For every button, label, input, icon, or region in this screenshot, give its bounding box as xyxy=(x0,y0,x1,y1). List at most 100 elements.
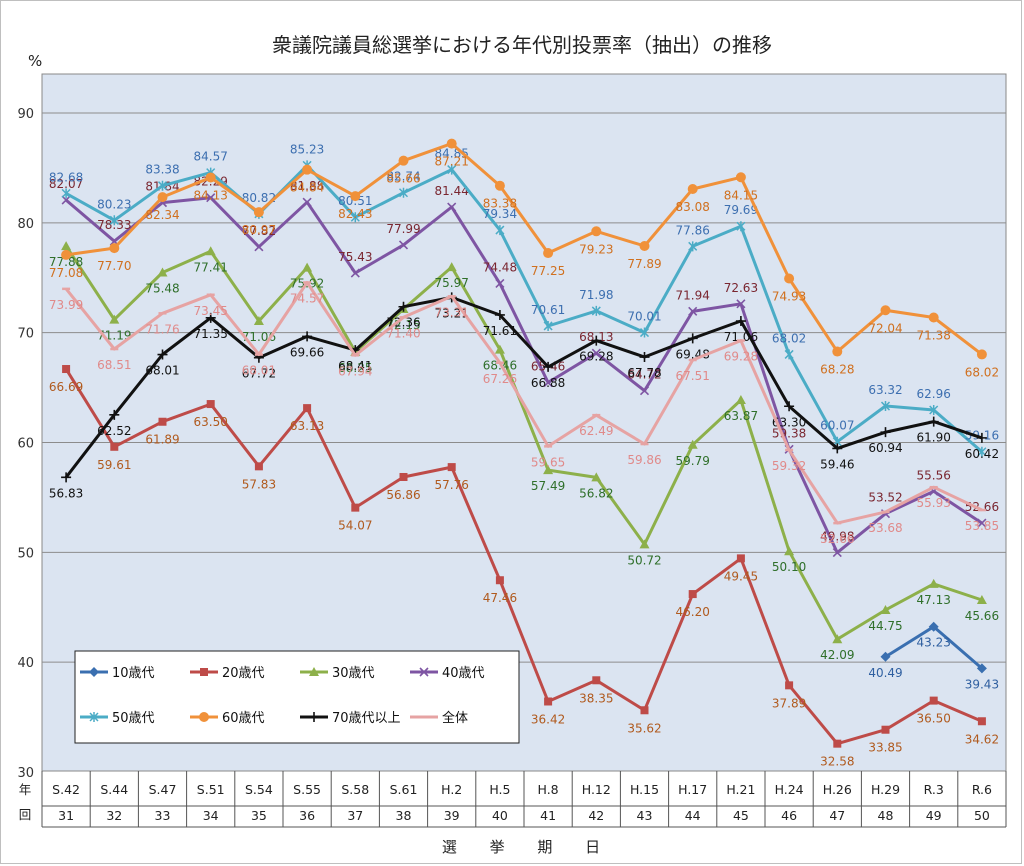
data-label: 77.99 xyxy=(386,222,420,236)
data-point xyxy=(157,192,168,203)
y-tick-label: 70 xyxy=(17,327,34,342)
y-tick-label: 90 xyxy=(17,107,34,122)
data-point xyxy=(639,327,650,338)
data-point xyxy=(62,365,71,374)
data-label: 56.86 xyxy=(386,488,420,502)
x-tick-label: S.55 xyxy=(293,782,321,797)
data-point xyxy=(398,155,409,166)
data-point xyxy=(205,246,216,256)
data-label: 55.56 xyxy=(917,468,951,482)
legend-label: 20歳代 xyxy=(222,666,265,681)
data-label: 67.72 xyxy=(242,367,276,381)
data-point xyxy=(157,267,168,277)
data-point xyxy=(302,331,313,342)
data-point xyxy=(350,268,360,278)
data-label: 66.88 xyxy=(531,376,565,390)
series-全体: 73.99 68.51 71.76 73.45 68.01 74.57 67.94 71.40… xyxy=(49,281,999,546)
data-label: 32.58 xyxy=(820,755,854,769)
data-label: 82.68 xyxy=(49,170,83,184)
x-tick-label: R.6 xyxy=(972,782,992,797)
series-30歳代: 77.8871.1975.4877.4171.0675.9268.2572.15… xyxy=(49,241,999,662)
data-label: 75.97 xyxy=(435,276,469,290)
data-label: 47.13 xyxy=(917,593,951,607)
data-point xyxy=(495,225,505,236)
data-label: 71.98 xyxy=(579,288,613,302)
data-label: 72.63 xyxy=(724,281,758,295)
data-label: 60.94 xyxy=(868,441,902,455)
legend-item: 70歳代以上 xyxy=(300,711,401,726)
data-label: 63.50 xyxy=(194,415,228,429)
data-point xyxy=(976,349,987,360)
x-tick-label: H.2 xyxy=(441,782,462,797)
data-point xyxy=(157,349,168,360)
data-label: 84.13 xyxy=(194,188,228,202)
data-point xyxy=(928,312,939,323)
data-label: 71.61 xyxy=(483,324,517,338)
data-label: 82.07 xyxy=(49,177,83,191)
data-label: 77.89 xyxy=(627,257,661,271)
data-label: 72.15 xyxy=(386,318,420,332)
round-label: 39 xyxy=(444,808,460,823)
data-label: 80.82 xyxy=(242,191,276,205)
legend-item: 60歳代 xyxy=(190,711,265,726)
x-tick-label: S.42 xyxy=(52,782,80,797)
round-label: 33 xyxy=(155,808,171,823)
data-label: 49.98 xyxy=(820,530,854,544)
data-point xyxy=(591,348,601,358)
data-point xyxy=(494,344,505,354)
data-label: 52.66 xyxy=(965,500,999,514)
data-label: 57.76 xyxy=(435,478,469,492)
data-point xyxy=(206,400,215,409)
data-label: 69.66 xyxy=(290,345,324,359)
legend-swatch-marker xyxy=(89,667,99,677)
data-point xyxy=(736,221,746,232)
data-label: 56.82 xyxy=(579,486,613,500)
data-point xyxy=(833,739,842,748)
data-label: 61.89 xyxy=(145,433,179,447)
data-point xyxy=(351,503,360,512)
data-point xyxy=(785,681,794,690)
data-label: 73.45 xyxy=(194,304,228,318)
data-label: 53.85 xyxy=(965,519,999,533)
data-label: 59.46 xyxy=(820,457,854,471)
x-tick-label: H.8 xyxy=(538,782,559,797)
data-point xyxy=(784,273,795,284)
data-label: 77.86 xyxy=(676,223,710,237)
legend-swatch-marker xyxy=(309,667,319,676)
data-point xyxy=(976,595,987,605)
round-label: 45 xyxy=(733,808,749,823)
legend-item: 10歳代 xyxy=(80,666,155,681)
data-label: 82.43 xyxy=(338,207,372,221)
legend-label: 60歳代 xyxy=(222,711,265,726)
data-point xyxy=(253,207,264,218)
data-label: 55.93 xyxy=(917,496,951,510)
legend-swatch-marker xyxy=(89,712,99,722)
series-60歳代: 77.08 77.70 82.34 84.13 80.97 84.84 82.43 85.66… xyxy=(49,138,999,379)
data-point xyxy=(928,416,939,427)
data-point xyxy=(205,172,216,183)
data-point xyxy=(977,446,987,457)
data-label: 77.41 xyxy=(194,260,228,274)
data-label: 84.84 xyxy=(290,181,324,195)
data-point xyxy=(447,202,457,212)
data-point xyxy=(398,240,409,250)
data-label: 64.72 xyxy=(627,368,661,382)
data-label: 68.25 xyxy=(338,361,372,375)
y-tick-label: 80 xyxy=(17,217,34,232)
legend-item: 50歳代 xyxy=(80,711,155,726)
data-label: 34.62 xyxy=(965,732,999,746)
round-label: 41 xyxy=(540,808,556,823)
data-point xyxy=(109,409,120,420)
data-point xyxy=(543,465,554,475)
data-label: 68.41 xyxy=(338,359,372,373)
data-label: 35.62 xyxy=(627,721,661,735)
data-label: 52.66 xyxy=(820,532,854,546)
round-label: 44 xyxy=(685,808,701,823)
data-label: 67.26 xyxy=(483,372,517,386)
data-point xyxy=(928,621,939,632)
data-point xyxy=(303,404,312,413)
data-label: 73.99 xyxy=(49,298,83,312)
data-label: 62.49 xyxy=(579,424,613,438)
data-label: 68.51 xyxy=(97,358,131,372)
data-point xyxy=(61,195,71,205)
